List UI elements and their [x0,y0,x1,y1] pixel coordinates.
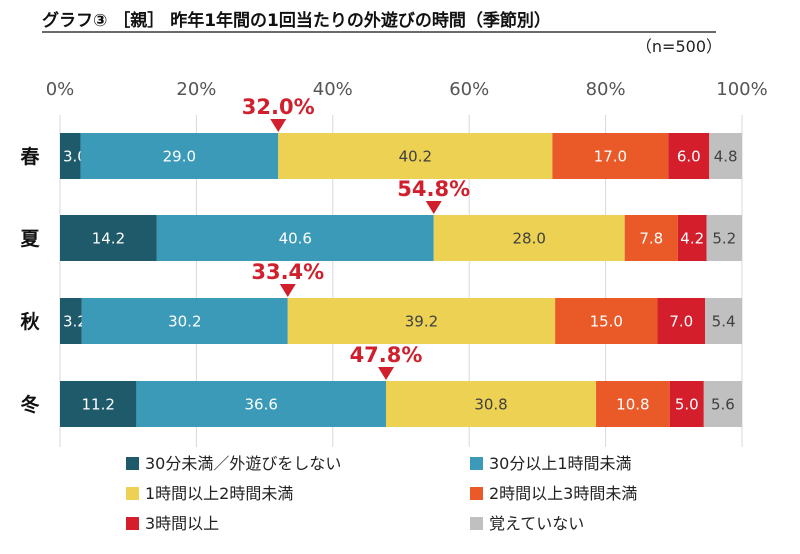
legend-label: 30分以上1時間未満 [489,454,632,473]
data-label: 7.8 [639,230,663,248]
legend-label: 覚えていない [489,514,584,533]
legend-swatch [470,457,483,470]
x-tick-label: 0% [46,79,75,100]
data-label: 5.4 [712,313,736,331]
data-label: 7.0 [669,313,693,331]
bar-segment [706,215,742,261]
bar-segment [278,133,553,179]
bar-segment [433,215,625,261]
callout-label: 54.8% [397,177,470,201]
bar-segment [596,381,670,427]
bar-segment [705,298,742,344]
category-label: 春 [20,145,39,168]
data-label: 6.0 [677,148,701,166]
bar-segment [624,215,678,261]
data-label: 4.8 [714,148,738,166]
data-label: 14.2 [92,230,125,248]
callout-arrow [270,119,287,132]
category-label: 秋 [20,310,40,333]
legend-swatch [126,517,139,530]
bar-segment [555,298,658,344]
bar-segment [703,381,742,427]
bar-segment [136,381,386,427]
legend-label: 2時間以上3時間未満 [489,484,637,503]
data-label: 4.2 [680,230,704,248]
data-label: 15.0 [590,313,623,331]
bar-segment [81,298,288,344]
bar-segment [60,133,81,179]
data-label: 5.0 [675,396,699,414]
sample-size-note: （n=500） [636,37,722,56]
x-tick-label: 100% [716,79,767,100]
data-label: 40.2 [399,148,432,166]
data-label: 17.0 [594,148,627,166]
category-label: 冬 [20,393,39,416]
bar-segment [669,381,704,427]
legend-swatch [126,487,139,500]
bar-segment [80,133,279,179]
data-label: 10.8 [616,396,649,414]
data-label: 30.8 [474,396,507,414]
legend-label: 1時間以上2時間未満 [145,484,293,503]
data-label: 29.0 [163,148,196,166]
bar-segment [156,215,434,261]
data-label: 28.0 [513,230,546,248]
bar-segment [60,381,137,427]
category-label: 夏 [20,228,40,250]
data-label: 3.2 [63,313,87,331]
legend-label: 30分未満／外遊びをしない [145,454,341,473]
data-label: 5.2 [712,230,736,248]
bar-segment [668,133,710,179]
x-tick-label: 80% [586,79,626,100]
bar-segment [677,215,707,261]
x-tick-label: 60% [449,79,489,100]
bar-segment [657,298,706,344]
legend-label: 3時間以上 [145,514,219,533]
data-label: 36.6 [244,396,277,414]
data-label: 40.6 [279,230,312,248]
callout-arrow [279,284,296,297]
x-tick-label: 40% [313,79,353,100]
legend-swatch [470,487,483,500]
bar-segment [60,215,157,261]
x-tick-label: 20% [176,79,216,100]
bar-segment [60,298,82,344]
callout-label: 32.0% [242,95,315,119]
callout-label: 33.4% [251,260,324,284]
data-label: 39.2 [405,313,438,331]
callout-arrow [425,201,442,214]
chart-title: グラフ③ ［親］ 昨年1年間の1回当たりの外遊びの時間（季節別） [42,10,551,31]
callout-label: 47.8% [350,343,423,367]
legend-swatch [470,517,483,530]
bar-segment [552,133,669,179]
bar-segment [385,381,597,427]
callout-arrow [377,367,394,380]
bar-segment [709,133,742,179]
data-label: 11.2 [81,396,114,414]
bar-segment [287,298,556,344]
data-label: 5.6 [711,396,735,414]
data-label: 30.2 [168,313,201,331]
legend-swatch [126,457,139,470]
